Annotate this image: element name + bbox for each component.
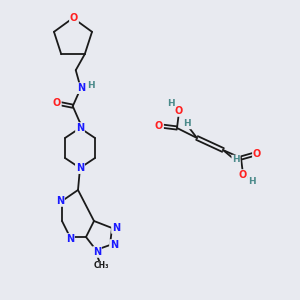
- Text: H: H: [183, 119, 191, 128]
- Text: H: H: [87, 81, 94, 90]
- Text: N: N: [76, 163, 84, 173]
- Text: N: N: [93, 247, 101, 257]
- Text: H: H: [167, 100, 175, 109]
- Text: H: H: [248, 176, 256, 185]
- Text: O: O: [70, 13, 78, 23]
- Text: O: O: [155, 121, 163, 131]
- Text: N: N: [56, 196, 64, 206]
- Text: N: N: [76, 163, 84, 173]
- Text: N: N: [112, 223, 120, 233]
- Text: O: O: [175, 106, 183, 116]
- Text: N: N: [76, 123, 84, 133]
- Text: N: N: [77, 83, 85, 93]
- Text: H: H: [232, 155, 240, 164]
- Text: O: O: [239, 170, 247, 180]
- Text: CH₃: CH₃: [93, 262, 109, 271]
- Text: N: N: [110, 240, 118, 250]
- Text: N: N: [66, 234, 74, 244]
- Text: O: O: [52, 98, 61, 108]
- Text: O: O: [253, 149, 261, 159]
